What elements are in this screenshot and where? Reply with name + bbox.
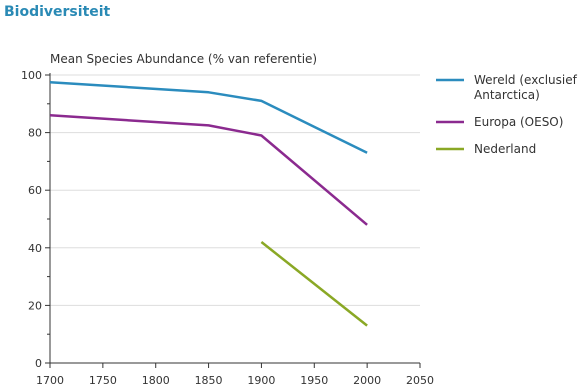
y-tick-label-20: 20	[28, 299, 42, 312]
axis-ticks: 0 20 40 60 80 100 1700 1750 1800 1850 1900 1950 2000…	[21, 69, 434, 387]
x-tick-label-1900: 1900	[247, 374, 275, 387]
series-line-2	[260, 241, 368, 327]
x-tick-label-1750: 1750	[89, 374, 117, 387]
y-tick-label-80: 80	[28, 127, 42, 140]
legend-label-0-1: Antarctica)	[474, 88, 540, 102]
x-tick-label-2000: 2000	[353, 374, 381, 387]
x-tick-label-1950: 1950	[300, 374, 328, 387]
x-tick-label-2050: 2050	[406, 374, 434, 387]
y-axis-label: Mean Species Abundance (% van referentie…	[50, 52, 317, 66]
gridlines	[50, 74, 420, 306]
series-line-1	[49, 114, 368, 226]
y-tick-label-60: 60	[28, 184, 42, 197]
chart-title: Biodiversiteit	[4, 4, 111, 20]
y-tick-label-0: 0	[35, 357, 42, 370]
legend-label-2-0: Nederland	[474, 142, 536, 156]
y-tick-label-40: 40	[28, 242, 42, 255]
x-tick-label-1800: 1800	[142, 374, 170, 387]
series-line-0	[49, 80, 368, 154]
legend-label-1-0: Europa (OESO)	[474, 115, 563, 129]
legend-label-0-0: Wereld (exclusief	[474, 73, 578, 87]
series-lines	[49, 80, 368, 327]
x-tick-label-1850: 1850	[195, 374, 223, 387]
y-tick-label-100: 100	[21, 69, 42, 82]
x-tick-label-1700: 1700	[36, 374, 64, 387]
axes	[49, 73, 420, 364]
